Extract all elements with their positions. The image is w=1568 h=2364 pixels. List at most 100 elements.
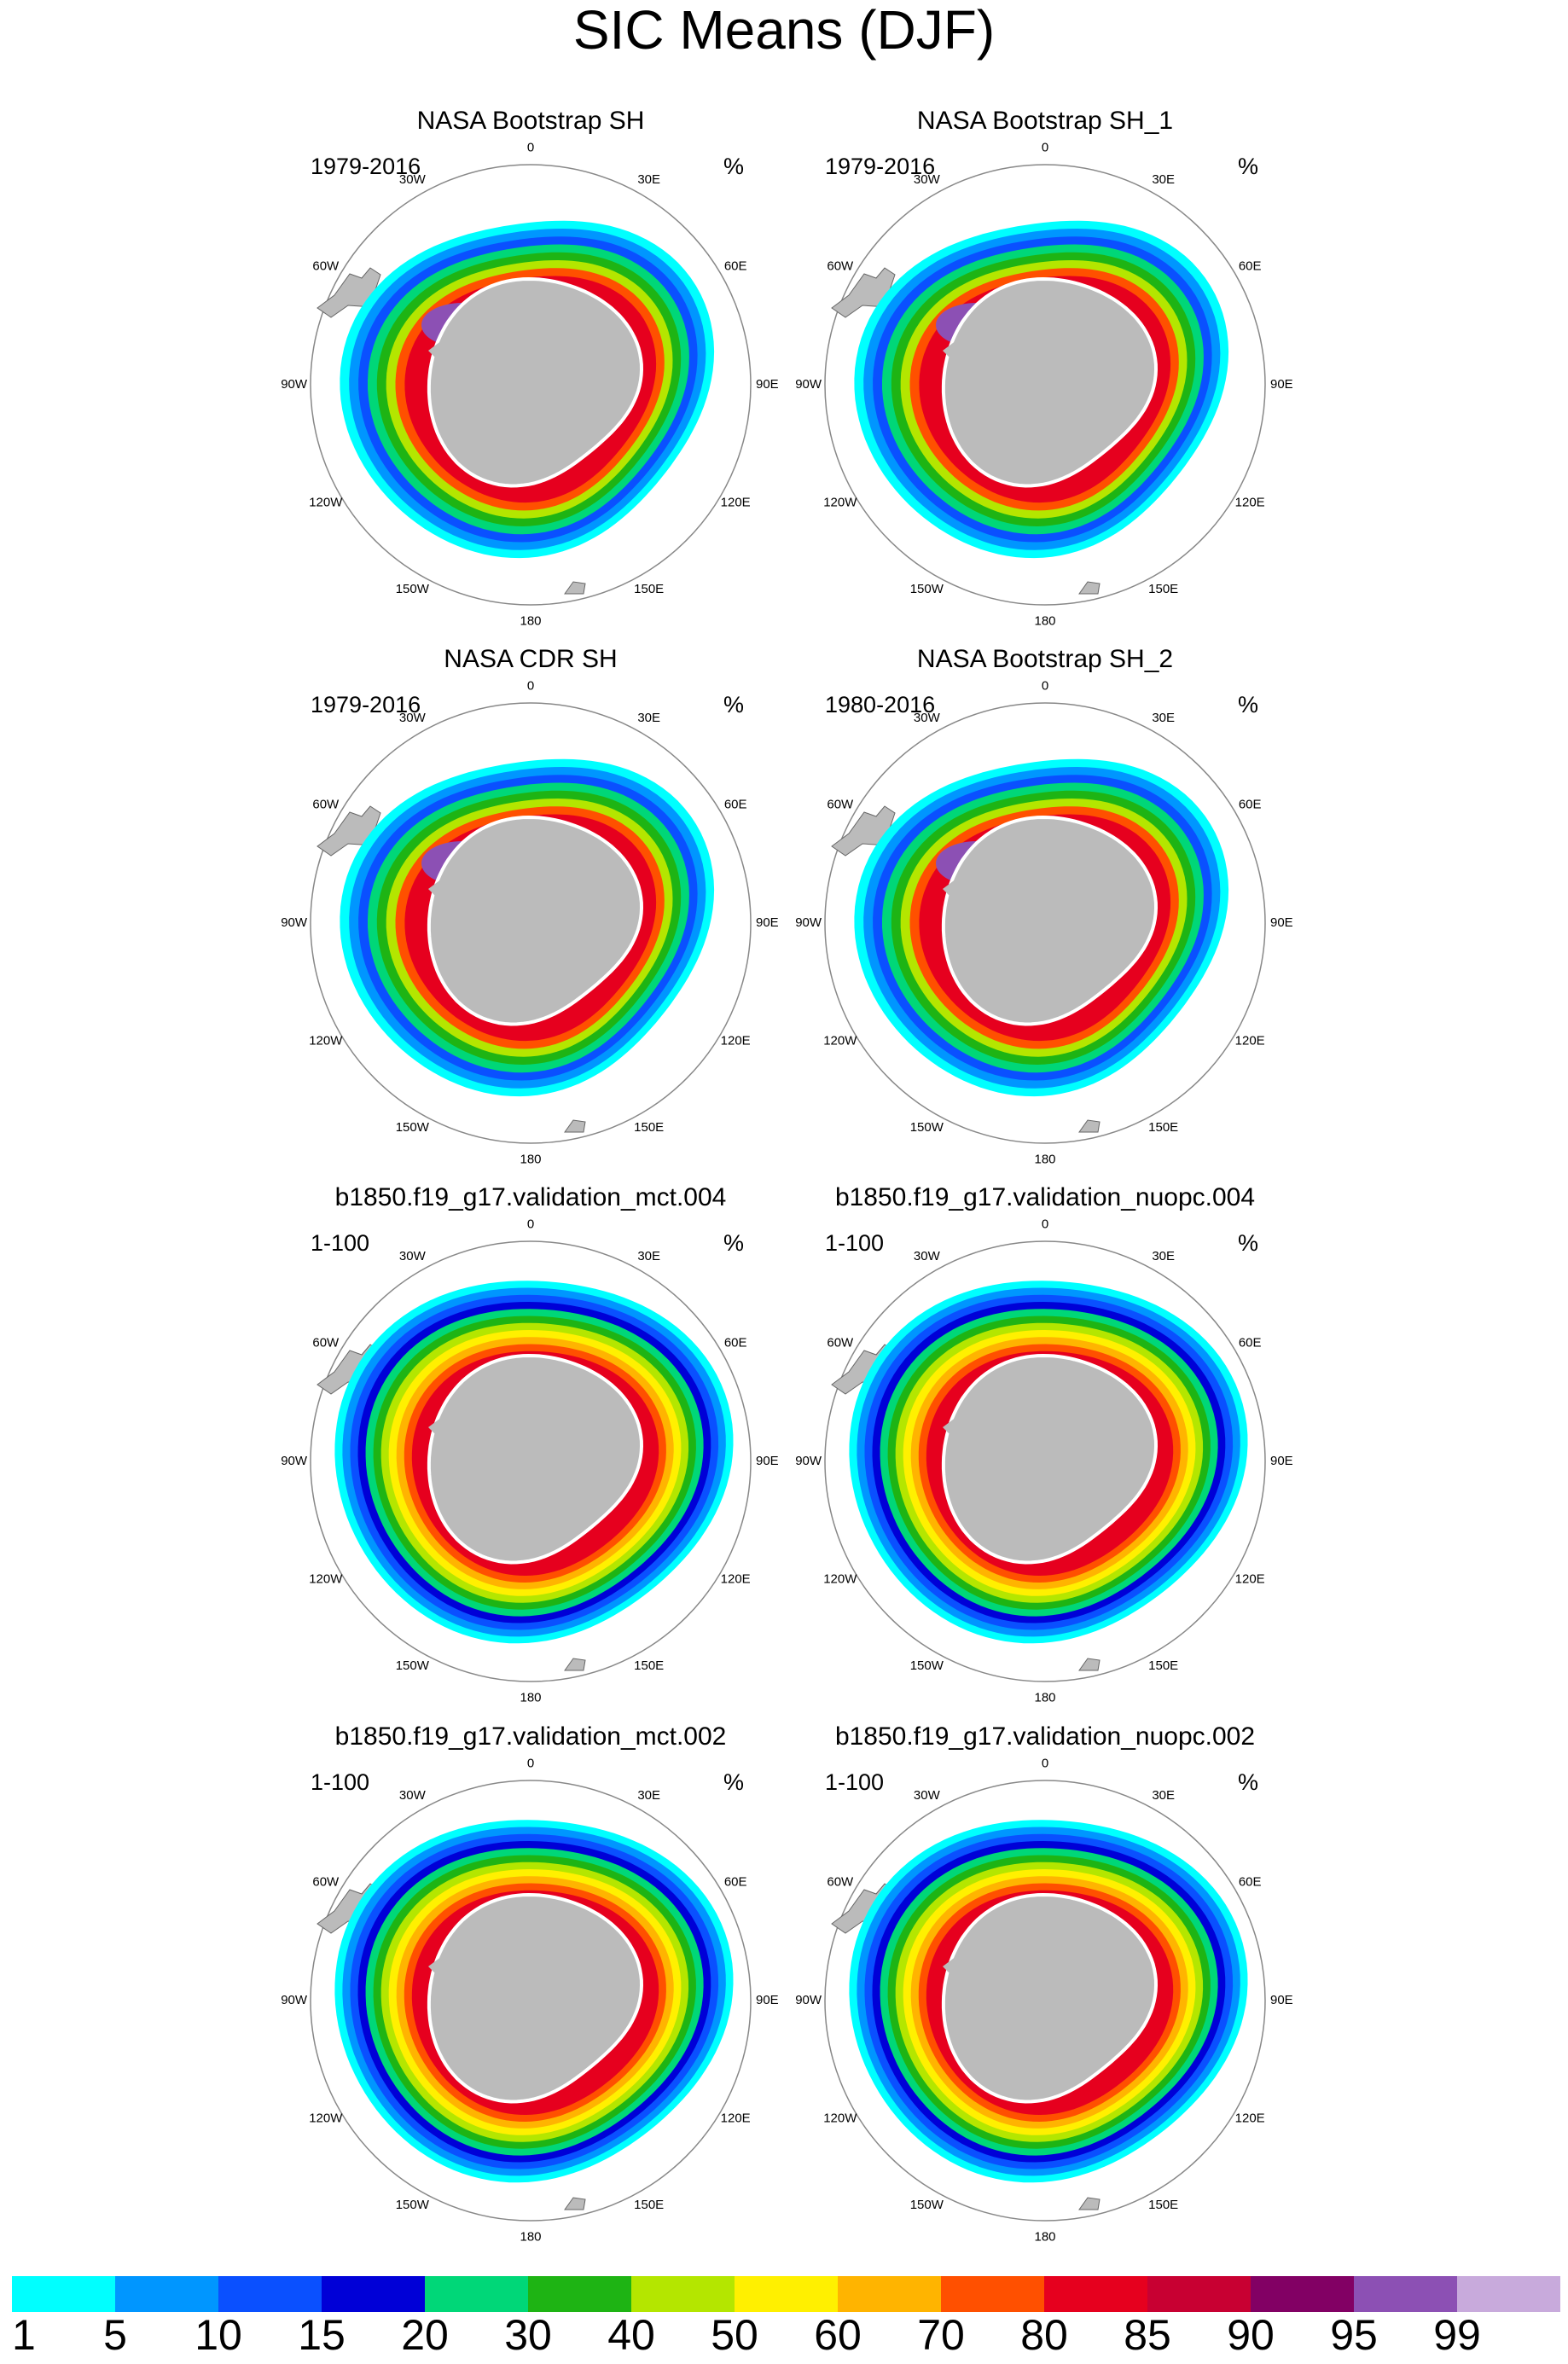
- longitude-label: 120E: [721, 1034, 751, 1048]
- longitude-label: 90W: [795, 915, 822, 930]
- land: [564, 1119, 586, 1133]
- colorbar-box: [115, 2276, 218, 2312]
- map-panel: NASA CDR SH 1979-2016 % 0 30E 60E 90E 120E 150E 1…: [281, 645, 778, 1166]
- land: [428, 863, 479, 906]
- longitude-label: 180: [520, 2229, 541, 2244]
- longitude-label: 90E: [756, 1454, 779, 1468]
- longitude-label: 150E: [1148, 582, 1178, 596]
- longitude-label: 90E: [756, 1993, 779, 2007]
- colorbar-label: 10: [195, 2311, 242, 2359]
- panel-title: b1850.f19_g17.validation_nuopc.004: [835, 1183, 1255, 1211]
- longitude-label: 180: [1034, 613, 1055, 628]
- longitude-label: 90E: [1270, 1993, 1293, 2007]
- longitude-label: 150E: [634, 582, 664, 596]
- longitude-label: 150E: [1148, 1120, 1178, 1135]
- colorbar-label: 80: [1020, 2311, 1068, 2359]
- longitude-label: 120W: [309, 496, 343, 510]
- map-panel: b1850.f19_g17.validation_nuopc.004 1-100%…: [795, 1183, 1292, 1705]
- longitude-label: 0: [527, 1757, 534, 1771]
- longitude-label: 30E: [637, 1249, 660, 1263]
- longitude-label: 60W: [827, 1874, 854, 1889]
- longitude-label: 60E: [724, 797, 747, 811]
- land: [564, 1658, 586, 1671]
- longitude-label: 180: [520, 1690, 541, 1705]
- panel-units: %: [1238, 1230, 1258, 1256]
- longitude-label: 120W: [823, 2111, 857, 2126]
- longitude-label: 60W: [312, 1335, 340, 1350]
- land: [428, 1941, 479, 1984]
- longitude-label: 30W: [399, 1249, 427, 1263]
- longitude-label: 30W: [399, 172, 427, 187]
- land: [428, 1402, 479, 1444]
- longitude-label: 90E: [1270, 915, 1293, 930]
- colorbar-box: [1457, 2276, 1560, 2312]
- panel-title: b1850.f19_g17.validation_mct.004: [335, 1183, 727, 1211]
- longitude-label: 60W: [312, 1874, 340, 1889]
- colorbar-box: [941, 2276, 1044, 2312]
- colorbar-label: 95: [1330, 2311, 1378, 2359]
- longitude-label: 0: [1042, 1757, 1048, 1771]
- longitude-label: 150W: [910, 1658, 944, 1673]
- longitude-label: 120E: [721, 1572, 751, 1587]
- land: [1078, 581, 1101, 595]
- longitude-label: 120W: [309, 1572, 343, 1587]
- land: [428, 325, 479, 368]
- longitude-label: 90W: [795, 377, 822, 392]
- colorbar-box: [1044, 2276, 1147, 2312]
- longitude-label: 150W: [910, 2198, 944, 2212]
- colorbar-label: 40: [607, 2311, 655, 2359]
- colorbar-box: [1251, 2276, 1354, 2312]
- panel-period: 1979-2016: [311, 692, 421, 717]
- land: [943, 325, 994, 368]
- longitude-label: 150E: [1148, 1658, 1178, 1673]
- longitude-label: 120W: [309, 2111, 343, 2126]
- longitude-label: 150E: [634, 2198, 664, 2212]
- land: [941, 815, 1159, 1026]
- longitude-label: 90E: [1270, 377, 1293, 392]
- longitude-label: 0: [1042, 1217, 1048, 1232]
- panel-title: b1850.f19_g17.validation_mct.002: [335, 1722, 727, 1751]
- longitude-label: 0: [527, 1217, 534, 1232]
- land: [427, 1353, 644, 1565]
- panel-title: NASA Bootstrap SH_1: [917, 107, 1173, 135]
- longitude-label: 180: [1034, 1690, 1055, 1705]
- longitude-label: 0: [527, 141, 534, 155]
- longitude-label: 30E: [1152, 711, 1175, 725]
- longitude-label: 60E: [724, 1874, 747, 1889]
- panel-units: %: [1238, 154, 1258, 179]
- longitude-label: 150E: [634, 1658, 664, 1673]
- panel-units: %: [723, 692, 744, 717]
- longitude-label: 120E: [1235, 1034, 1265, 1048]
- longitude-label: 150W: [396, 1658, 430, 1673]
- longitude-label: 150W: [396, 1120, 430, 1135]
- land: [427, 815, 644, 1026]
- colorbar-label: 20: [401, 2311, 449, 2359]
- land: [941, 276, 1159, 488]
- longitude-label: 30E: [1152, 1249, 1175, 1263]
- longitude-label: 0: [527, 679, 534, 694]
- panel-title: NASA Bootstrap SH: [417, 107, 645, 135]
- longitude-label: 90W: [281, 1993, 308, 2007]
- longitude-label: 60W: [312, 258, 340, 273]
- land: [941, 1892, 1159, 2104]
- longitude-label: 90E: [1270, 1454, 1293, 1468]
- map-panel: NASA Bootstrap SH_2 1980-2016 % 0 30E 60E 90E 1…: [795, 645, 1292, 1166]
- longitude-label: 90W: [795, 1454, 822, 1468]
- colorbar-box: [1147, 2276, 1251, 2312]
- panel-period: 1979-2016: [311, 154, 421, 179]
- longitude-label: 180: [520, 1152, 541, 1166]
- colorbar-label: 30: [504, 2311, 552, 2359]
- panel-units: %: [723, 1230, 744, 1256]
- panel-period: 1-100: [825, 1769, 884, 1795]
- longitude-label: 60W: [827, 1335, 854, 1350]
- colorbar-box: [735, 2276, 838, 2312]
- longitude-label: 60E: [1239, 797, 1262, 811]
- longitude-label: 150W: [396, 2198, 430, 2212]
- colorbar-label: 99: [1433, 2311, 1481, 2359]
- longitude-label: 150W: [396, 582, 430, 596]
- panel-units: %: [1238, 1769, 1258, 1795]
- longitude-label: 30W: [399, 711, 427, 725]
- colorbar-box: [631, 2276, 735, 2312]
